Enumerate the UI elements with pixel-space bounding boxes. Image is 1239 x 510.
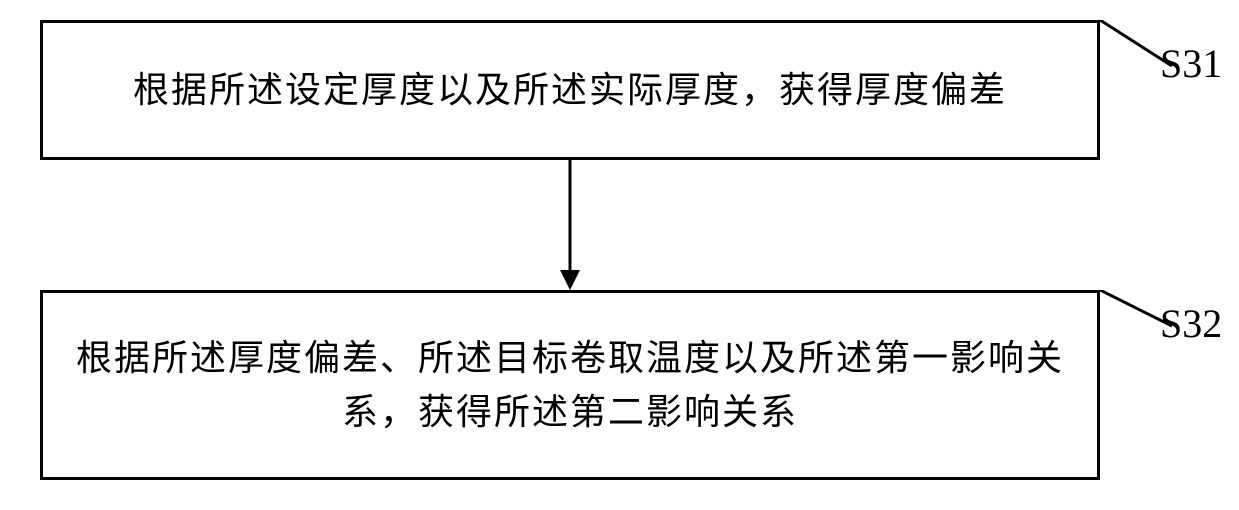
flowchart-canvas: 根据所述设定厚度以及所述实际厚度，获得厚度偏差 S31 根据所述厚度偏差、所述目… [0,0,1239,510]
step-box-s31: 根据所述设定厚度以及所述实际厚度，获得厚度偏差 [40,20,1100,160]
step-label-s32: S32 [1160,300,1222,347]
step-label-s31: S31 [1160,40,1222,87]
step-text-s32: 根据所述厚度偏差、所述目标卷取温度以及所述第一影响关系，获得所述第二影响关系 [73,331,1067,439]
step-text-s31: 根据所述设定厚度以及所述实际厚度，获得厚度偏差 [133,63,1007,117]
step-box-s32: 根据所述厚度偏差、所述目标卷取温度以及所述第一影响关系，获得所述第二影响关系 [40,290,1100,480]
arrow-s31-to-s32 [556,160,584,292]
